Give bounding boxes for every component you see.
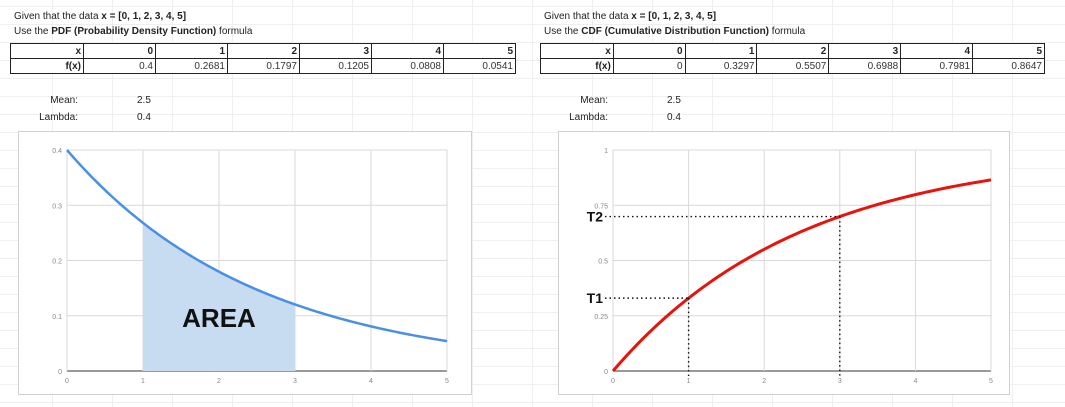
pdf-x-tick-label: 0 (65, 378, 69, 385)
pdf-f-cell[interactable]: 0.0541 (443, 58, 516, 74)
pdf-x-tick-label: 1 (141, 378, 145, 385)
cdf-data-table: x 0 1 2 3 4 5 f(x) 0 0.3297 0.5507 0.698… (540, 43, 1045, 74)
cdf-marker-label: T1 (587, 290, 604, 306)
cdf-f-cell[interactable]: 0 (612, 58, 686, 74)
cdf-x-cell[interactable]: 5 (972, 43, 1045, 59)
pdf-chart-svg: 0 0.1 0.2 0.3 0.4 0 1 2 3 4 5 AREA (52, 148, 449, 385)
pdf-intro-prefix: Given that the data (14, 11, 102, 22)
pdf-formula-text: Use the PDF (Probability Density Functio… (14, 26, 252, 37)
pdf-data-table: x 0 1 2 3 4 5 f(x) 0.4 0.2681 0.1797 0.1… (10, 43, 516, 74)
pdf-use-prefix: Use the (14, 26, 52, 37)
pdf-y-tick-label: 0.4 (52, 148, 62, 155)
cdf-intro-prefix: Given that the data (544, 11, 632, 22)
pdf-intro-text: Given that the data x = [0, 1, 2, 3, 4, … (14, 11, 186, 22)
cdf-formula-text: Use the CDF (Cumulative Distribution Fun… (544, 26, 805, 37)
pdf-intro-data: x = [0, 1, 2, 3, 4, 5] (101, 11, 187, 22)
cdf-y-tick-label: 0.5 (598, 259, 608, 266)
cdf-mean-value[interactable]: 2.5 (667, 95, 681, 106)
pdf-x-tick-label: 2 (217, 378, 221, 385)
cdf-curve (611, 178, 992, 372)
pdf-x-cell[interactable]: 5 (443, 43, 516, 59)
pdf-y-tick-label: 0 (58, 369, 62, 376)
pdf-y-tick-label: 0.2 (52, 259, 62, 266)
pdf-f-cell[interactable]: 0.2681 (155, 58, 228, 74)
cdf-chart[interactable]: 0 0.25 0.5 0.75 1 0 1 2 3 4 5 T1 T2 (558, 131, 1010, 395)
cdf-x-cell[interactable]: 3 (828, 43, 902, 59)
cdf-x-cell[interactable]: 2 (756, 43, 830, 59)
pdf-x-cell[interactable]: 2 (227, 43, 300, 59)
cdf-y-tick-label: 0.75 (594, 203, 608, 210)
pdf-x-tick-label: 4 (369, 378, 373, 385)
cdf-f-cell[interactable]: 0.6988 (828, 58, 902, 74)
cdf-chart-svg: 0 0.25 0.5 0.75 1 0 1 2 3 4 5 T1 T2 (587, 148, 993, 385)
cdf-lambda-label: Lambda: (569, 112, 608, 123)
table-row: f(x) 0 0.3297 0.5507 0.6988 0.7981 0.864… (540, 58, 1045, 74)
cdf-formula-name: CDF (Cumulative Distribution Function) (581, 26, 770, 37)
pdf-x-header[interactable]: x (10, 43, 84, 59)
pdf-x-cell[interactable]: 1 (155, 43, 228, 59)
pdf-mean-value[interactable]: 2.5 (137, 95, 151, 106)
cdf-f-cell[interactable]: 0.7981 (900, 58, 974, 74)
pdf-mean-label: Mean: (50, 95, 78, 106)
cdf-use-prefix: Use the (544, 26, 582, 37)
pdf-area-annotation: AREA (182, 303, 256, 333)
pdf-use-suffix: formula (216, 26, 253, 37)
cdf-x-cell[interactable]: 0 (612, 43, 686, 59)
cdf-intro-text: Given that the data x = [0, 1, 2, 3, 4, … (544, 11, 716, 22)
cdf-y-tick-label: 1 (604, 148, 608, 155)
cdf-f-cell[interactable]: 0.5507 (756, 58, 830, 74)
cdf-y-tick-label: 0 (604, 369, 608, 376)
pdf-x-cell[interactable]: 3 (299, 43, 372, 59)
pdf-lambda-label: Lambda: (39, 112, 78, 123)
table-row: x 0 1 2 3 4 5 (10, 43, 516, 59)
pdf-f-cell[interactable]: 0.1205 (299, 58, 372, 74)
cdf-x-tick-label: 0 (611, 378, 615, 385)
pdf-x-tick-label: 5 (445, 378, 449, 385)
cdf-x-tick-label: 1 (687, 378, 691, 385)
pdf-chart[interactable]: 0 0.1 0.2 0.3 0.4 0 1 2 3 4 5 AREA (18, 131, 472, 395)
pdf-x-tick-label: 3 (293, 378, 297, 385)
cdf-use-suffix: formula (769, 26, 806, 37)
pdf-y-tick-label: 0.1 (52, 314, 62, 321)
table-row: x 0 1 2 3 4 5 (540, 43, 1045, 59)
pdf-y-tick-label: 0.3 (52, 203, 62, 210)
cdf-x-cell[interactable]: 4 (900, 43, 974, 59)
cdf-mean-label: Mean: (580, 95, 608, 106)
cdf-y-tick-label: 0.25 (594, 314, 608, 321)
pdf-f-cell[interactable]: 0.4 (83, 58, 156, 74)
cdf-marker-label: T2 (587, 209, 604, 225)
cdf-x-tick-label: 5 (989, 378, 993, 385)
pdf-x-cell[interactable]: 4 (371, 43, 444, 59)
pdf-f-cell[interactable]: 0.0808 (371, 58, 444, 74)
cdf-lambda-value[interactable]: 0.4 (667, 112, 681, 123)
cdf-f-cell[interactable]: 0.8647 (972, 58, 1045, 74)
pdf-curve (66, 149, 448, 343)
pdf-f-cell[interactable]: 0.1797 (227, 58, 300, 74)
cdf-x-tick-label: 2 (762, 378, 766, 385)
table-row: f(x) 0.4 0.2681 0.1797 0.1205 0.0808 0.0… (10, 58, 516, 74)
cdf-x-cell[interactable]: 1 (684, 43, 758, 59)
cdf-intro-data: x = [0, 1, 2, 3, 4, 5] (631, 11, 717, 22)
cdf-f-cell[interactable]: 0.3297 (684, 58, 758, 74)
pdf-lambda-value[interactable]: 0.4 (137, 112, 151, 123)
pdf-formula-name: PDF (Probability Density Function) (51, 26, 217, 37)
cdf-x-tick-label: 3 (838, 378, 842, 385)
cdf-x-header[interactable]: x (540, 43, 614, 59)
pdf-shaded-area (143, 222, 295, 371)
cdf-x-tick-label: 4 (913, 378, 917, 385)
pdf-x-cell[interactable]: 0 (83, 43, 156, 59)
cdf-f-header[interactable]: f(x) (540, 58, 614, 74)
pdf-f-header[interactable]: f(x) (10, 58, 84, 74)
